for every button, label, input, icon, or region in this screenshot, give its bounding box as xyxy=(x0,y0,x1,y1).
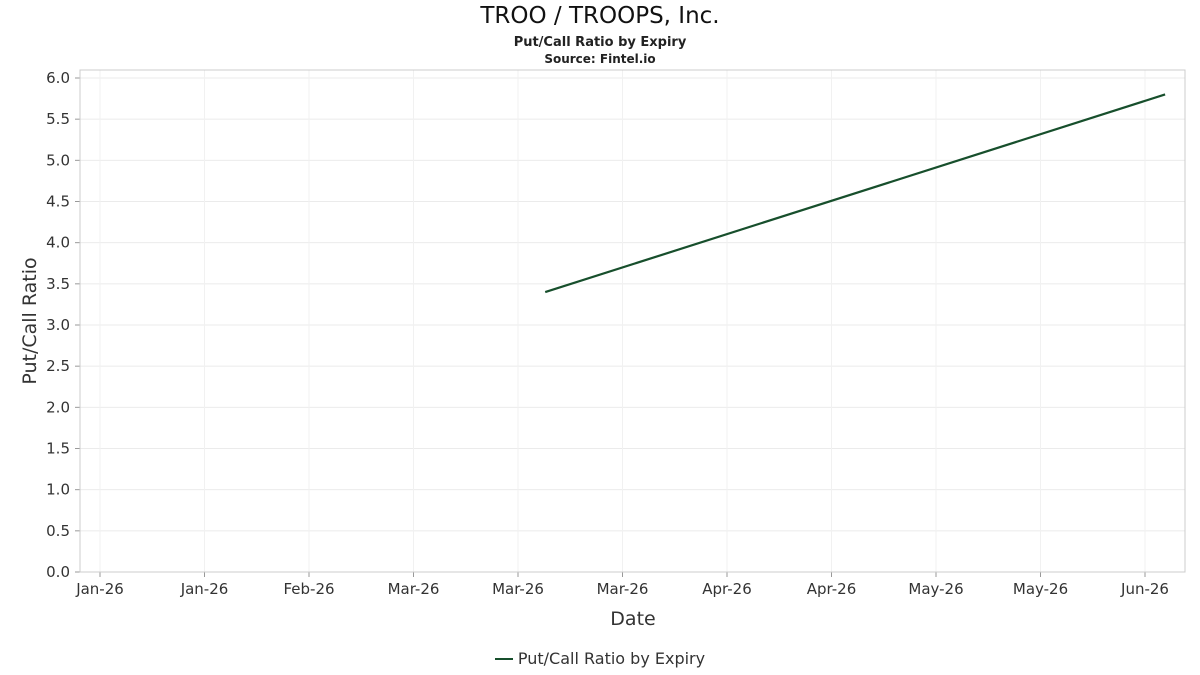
svg-text:Jan-26: Jan-26 xyxy=(75,580,124,598)
legend-line-swatch xyxy=(494,657,513,660)
svg-text:Apr-26: Apr-26 xyxy=(807,580,857,598)
svg-text:0.5: 0.5 xyxy=(46,522,70,540)
svg-text:2.5: 2.5 xyxy=(46,357,70,375)
svg-text:0.0: 0.0 xyxy=(46,563,70,581)
svg-text:1.5: 1.5 xyxy=(46,440,70,458)
legend-label: Put/Call Ratio by Expiry xyxy=(517,649,706,668)
svg-text:1.0: 1.0 xyxy=(46,481,70,499)
svg-text:Mar-26: Mar-26 xyxy=(597,580,649,598)
svg-text:May-26: May-26 xyxy=(908,580,963,598)
svg-text:5.0: 5.0 xyxy=(46,151,70,169)
svg-text:6.0: 6.0 xyxy=(46,69,70,87)
svg-text:4.0: 4.0 xyxy=(46,234,70,252)
svg-text:4.5: 4.5 xyxy=(46,193,70,211)
chart-title: TROO / TROOPS, Inc. xyxy=(480,3,720,29)
svg-text:2.0: 2.0 xyxy=(46,398,70,416)
svg-text:5.5: 5.5 xyxy=(46,110,70,128)
svg-text:Mar-26: Mar-26 xyxy=(492,580,544,598)
svg-text:3.0: 3.0 xyxy=(46,316,70,334)
chart-legend: Put/Call Ratio by Expiry xyxy=(0,649,1200,668)
svg-text:Apr-26: Apr-26 xyxy=(702,580,752,598)
x-axis-label: Date xyxy=(610,608,656,630)
y-axis-label: Put/Call Ratio xyxy=(19,257,41,385)
svg-text:Jan-26: Jan-26 xyxy=(180,580,229,598)
chart-source: Source: Fintel.io xyxy=(544,52,656,66)
svg-text:May-26: May-26 xyxy=(1013,580,1068,598)
svg-text:Mar-26: Mar-26 xyxy=(388,580,440,598)
svg-text:Feb-26: Feb-26 xyxy=(283,580,334,598)
svg-text:3.5: 3.5 xyxy=(46,275,70,293)
chart-subtitle: Put/Call Ratio by Expiry xyxy=(513,35,687,50)
svg-text:Jun-26: Jun-26 xyxy=(1120,580,1169,598)
